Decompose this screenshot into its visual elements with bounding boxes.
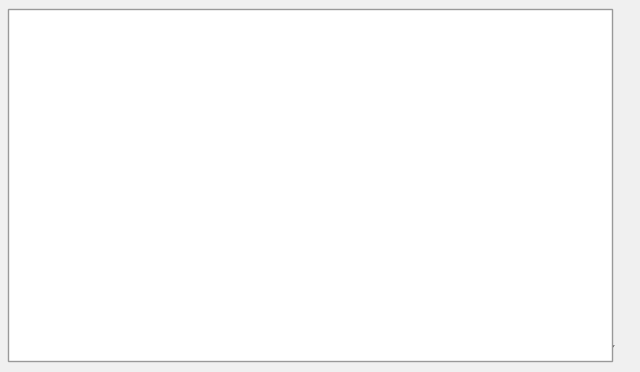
Polygon shape [368, 11, 492, 123]
Text: 27232M: 27232M [236, 89, 276, 99]
Text: 27020: 27020 [513, 167, 544, 177]
Text: 27021: 27021 [144, 112, 175, 122]
Polygon shape [310, 116, 462, 242]
Polygon shape [322, 37, 398, 122]
Text: 27080: 27080 [124, 287, 155, 297]
Polygon shape [165, 62, 362, 141]
Polygon shape [80, 270, 104, 302]
Text: R27000AY: R27000AY [570, 345, 615, 354]
Text: 27225: 27225 [335, 15, 366, 25]
